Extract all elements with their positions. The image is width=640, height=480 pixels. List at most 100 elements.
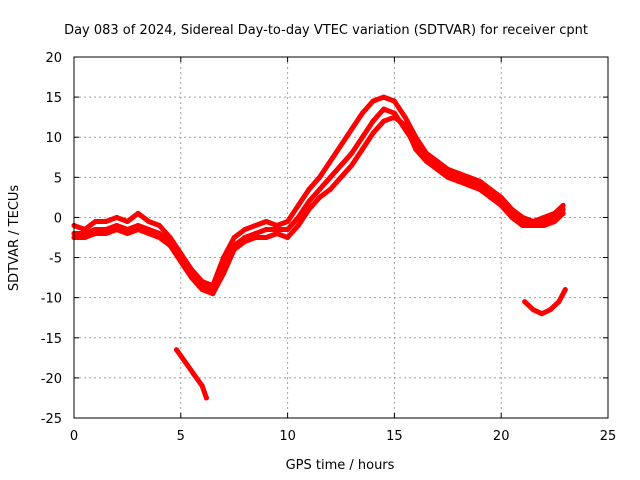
data-point xyxy=(317,174,323,180)
data-point xyxy=(541,222,547,228)
data-point xyxy=(221,255,227,261)
data-point xyxy=(317,194,323,200)
data-point xyxy=(92,218,98,224)
data-point xyxy=(210,291,216,297)
data-point xyxy=(370,130,376,136)
data-point xyxy=(174,347,180,353)
data-point xyxy=(242,239,248,245)
data-point xyxy=(381,94,387,100)
data-point xyxy=(263,226,269,232)
data-point xyxy=(146,230,152,236)
data-point xyxy=(327,174,333,180)
data-point xyxy=(498,194,504,200)
data-point xyxy=(445,174,451,180)
data-point xyxy=(488,194,494,200)
data-point xyxy=(349,126,355,132)
data-point xyxy=(199,383,205,389)
plot-frame xyxy=(73,56,609,419)
data-point xyxy=(370,98,376,104)
y-tick-label: -5 xyxy=(49,252,62,267)
data-point xyxy=(191,371,197,377)
data-point xyxy=(402,114,408,120)
data-point xyxy=(391,110,397,116)
data-point xyxy=(423,158,429,164)
data-point xyxy=(381,118,387,124)
y-tick-label: -10 xyxy=(41,292,62,307)
data-point xyxy=(231,247,237,253)
data-point xyxy=(199,279,205,285)
data-point xyxy=(477,178,483,184)
y-tick-label: -15 xyxy=(41,332,62,347)
data-point xyxy=(306,198,312,204)
data-point xyxy=(349,150,355,156)
data-point xyxy=(135,226,141,232)
data-point xyxy=(359,110,365,116)
data-point xyxy=(188,275,194,281)
data-point xyxy=(520,214,526,220)
data-point xyxy=(263,235,269,240)
data-point xyxy=(370,118,376,124)
data-point xyxy=(306,206,312,212)
data-point xyxy=(498,202,504,208)
data-point xyxy=(82,226,88,232)
data-point xyxy=(338,142,344,148)
data-point xyxy=(327,158,333,164)
data-point xyxy=(188,267,194,273)
data-point xyxy=(135,222,141,228)
data-point xyxy=(146,218,152,224)
data-point xyxy=(263,218,269,224)
x-tick-label: 15 xyxy=(386,429,403,444)
data-point xyxy=(124,230,130,236)
data-point xyxy=(391,114,397,120)
data-point xyxy=(199,287,205,293)
data-point xyxy=(306,186,312,192)
data-point xyxy=(124,218,130,224)
data-point xyxy=(156,235,162,240)
data-point xyxy=(520,222,526,228)
data-point xyxy=(556,299,562,305)
data-point xyxy=(114,226,120,232)
data-point xyxy=(359,146,365,152)
data-point xyxy=(466,182,472,188)
data-point xyxy=(509,206,515,212)
data-point xyxy=(338,162,344,168)
x-tick-label: 20 xyxy=(493,429,510,444)
data-point xyxy=(295,214,301,220)
data-point xyxy=(413,134,419,140)
data-point xyxy=(349,162,355,168)
data-point xyxy=(203,395,209,401)
data-point xyxy=(560,210,566,216)
data-point xyxy=(413,146,419,152)
data-point xyxy=(530,218,536,224)
data-point xyxy=(92,230,98,236)
x-tick-label: 10 xyxy=(279,429,296,444)
data-point xyxy=(530,307,536,313)
x-tick-label: 0 xyxy=(70,429,78,444)
data-point xyxy=(82,235,88,240)
x-tick-label: 5 xyxy=(177,429,185,444)
data-point xyxy=(274,226,280,232)
data-point xyxy=(167,243,173,249)
data-point xyxy=(434,158,440,164)
data-point xyxy=(509,214,515,220)
tick-label-layer: 0 5 10 15 20 25 -25 -20 -15 -10 -5 0 5 10 15 20 xyxy=(41,51,617,444)
data-point xyxy=(92,226,98,232)
data-point xyxy=(285,218,291,224)
data-point xyxy=(103,218,109,224)
data-point xyxy=(445,166,451,172)
y-tick-label: -20 xyxy=(41,372,62,387)
chart-title: Day 083 of 2024, Sidereal Day-to-day VTE… xyxy=(64,23,588,38)
y-tick-label: 0 xyxy=(54,211,62,226)
data-point xyxy=(274,230,280,236)
data-point xyxy=(285,226,291,232)
data-point xyxy=(135,210,141,216)
y-tick-label: 15 xyxy=(45,91,62,106)
data-point xyxy=(552,218,558,224)
data-point xyxy=(539,311,545,317)
data-point xyxy=(295,222,301,228)
data-point xyxy=(423,150,429,156)
data-point xyxy=(167,235,173,240)
data-point xyxy=(359,134,365,140)
data-point xyxy=(488,186,494,192)
